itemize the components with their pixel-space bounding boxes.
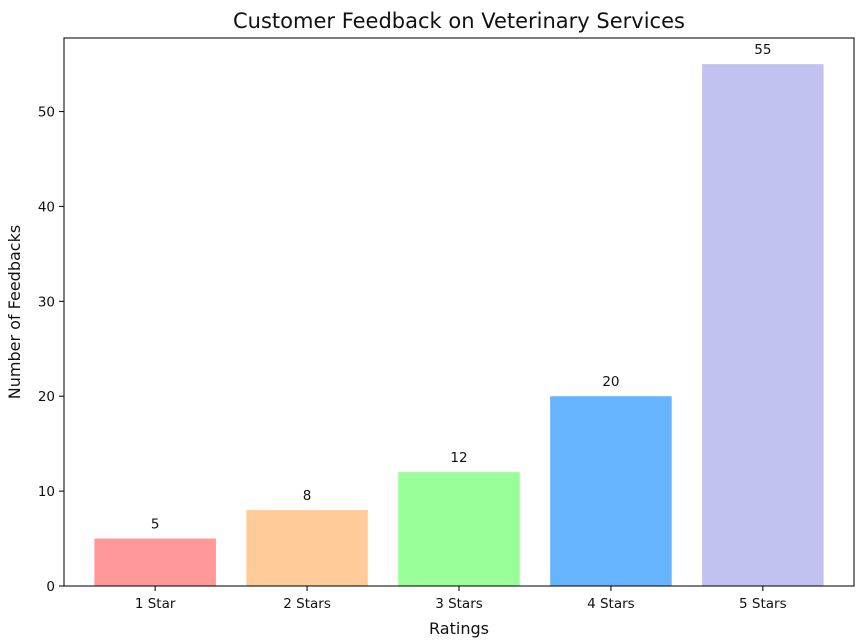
bar-1: [94, 538, 216, 586]
chart-title: Customer Feedback on Veterinary Services: [233, 9, 685, 33]
x-tick-label: 2 Stars: [283, 596, 331, 612]
x-tick-label: 1 Star: [135, 596, 176, 612]
x-axis-label: Ratings: [429, 619, 489, 638]
plot-frame: [63, 37, 855, 587]
y-tick-label: 50: [38, 105, 55, 121]
y-axis-label: Number of Feedbacks: [5, 225, 24, 399]
y-tick-label: 30: [38, 294, 55, 310]
data-label-3: 12: [450, 450, 467, 466]
x-tick-label: 4 Stars: [587, 596, 635, 612]
x-tick-label: 5 Stars: [739, 596, 787, 612]
y-tick-label: 20: [38, 389, 55, 405]
data-label-4: 20: [602, 374, 619, 390]
bar-3: [398, 472, 520, 586]
bars-layer: [94, 64, 824, 587]
y-tick-label: 10: [38, 484, 55, 500]
bar-2: [246, 510, 368, 586]
bar-5: [702, 64, 824, 587]
y-tick-label: 40: [38, 199, 55, 215]
data-label-2: 8: [303, 488, 312, 504]
y-tick-label: 0: [46, 579, 55, 595]
data-label-1: 5: [151, 517, 160, 533]
data-label-5: 55: [754, 42, 771, 58]
x-axis-ticks: 1 Star 2 Stars 3 Stars 4 Stars 5 Stars: [135, 586, 787, 612]
bar-4: [550, 396, 672, 586]
data-labels-layer: 5 8 12 20 55: [151, 42, 772, 532]
y-axis-ticks: 0 10 20 30 40 50: [38, 105, 64, 595]
x-tick-label: 3 Stars: [435, 596, 483, 612]
